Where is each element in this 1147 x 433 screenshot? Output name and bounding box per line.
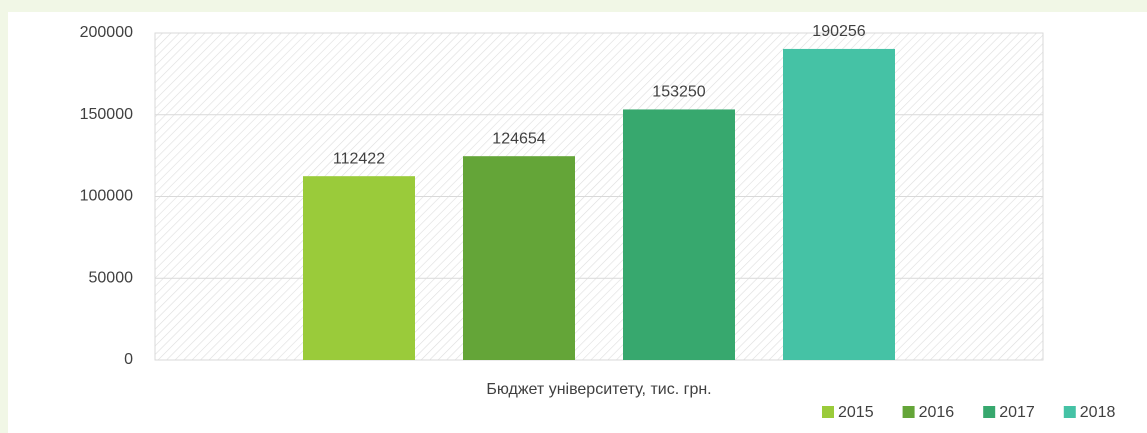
legend-swatch [822,406,834,418]
data-label: 112422 [333,150,385,167]
legend-label: 2015 [838,404,874,421]
data-label: 124654 [492,130,545,147]
y-tick-label: 200000 [80,24,133,41]
legend-label: 2016 [919,404,955,421]
legend-label: 2017 [999,404,1035,421]
data-label: 153250 [652,84,705,101]
y-tick-label: 50000 [89,269,134,286]
bar [463,156,575,360]
legend-swatch [902,406,915,418]
y-tick-label: 150000 [80,106,133,123]
data-label: 190256 [812,23,865,40]
bar [623,109,735,360]
legend-swatch [983,406,996,418]
x-tick-label: Бюджет університету, тис. грн. [486,381,711,398]
bar [783,48,895,361]
y-tick-label: 100000 [80,188,133,205]
y-tick-label: 0 [124,351,133,368]
legend-label: 2018 [1080,404,1116,421]
legend-swatch [1063,406,1076,418]
bar [303,176,415,360]
